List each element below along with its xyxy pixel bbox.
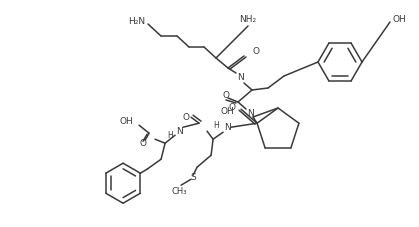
Text: CH₃: CH₃ [171, 187, 187, 196]
Text: O: O [140, 139, 147, 148]
Text: O: O [182, 113, 189, 122]
Text: O: O [222, 91, 230, 101]
Text: H: H [167, 131, 173, 140]
Text: N: N [176, 127, 182, 136]
Text: NH₂: NH₂ [239, 15, 256, 25]
Text: H₂N: H₂N [128, 17, 145, 27]
Text: H: H [213, 121, 219, 130]
Text: N: N [247, 109, 253, 118]
Text: OH: OH [392, 15, 406, 25]
Text: N: N [237, 74, 243, 82]
Text: O: O [228, 103, 235, 112]
Text: N: N [224, 123, 230, 132]
Text: O: O [252, 47, 259, 57]
Text: S: S [190, 173, 196, 182]
Text: OH: OH [220, 107, 234, 116]
Text: OH: OH [119, 117, 133, 126]
